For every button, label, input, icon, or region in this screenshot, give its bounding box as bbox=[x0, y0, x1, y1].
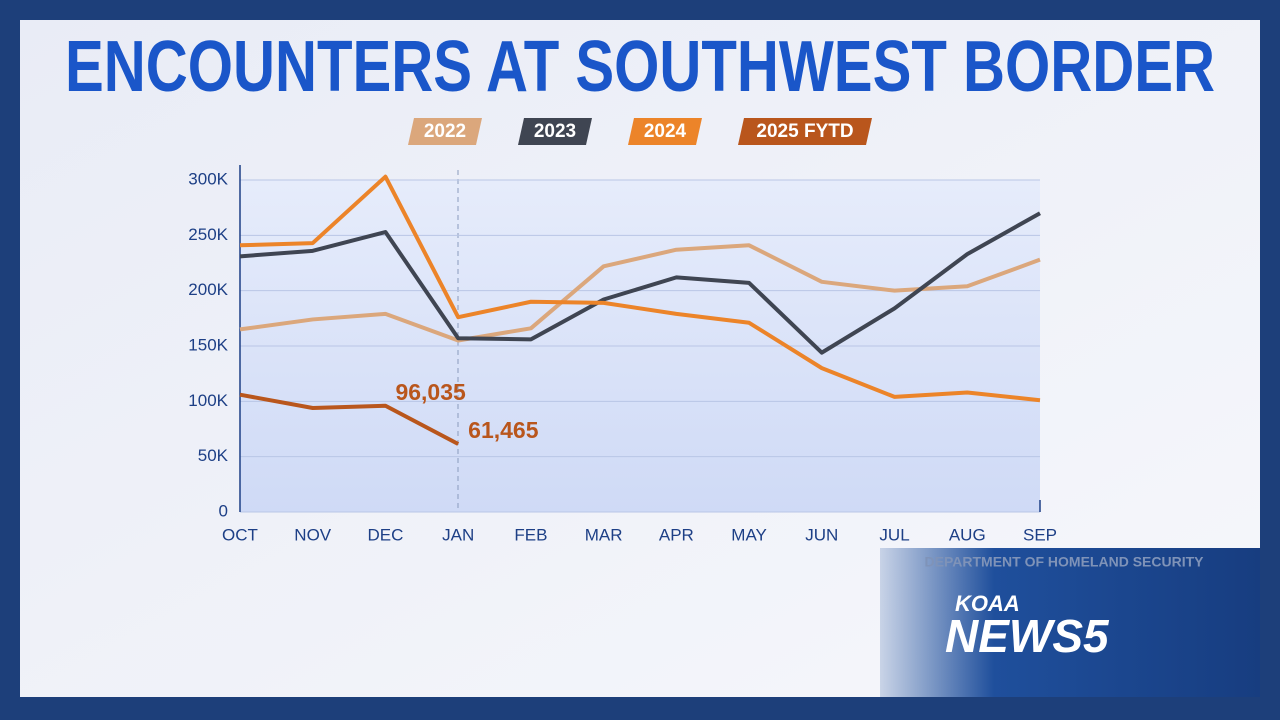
x-tick-label: APR bbox=[659, 525, 694, 544]
x-tick-label: DEC bbox=[368, 525, 404, 544]
series-line bbox=[239, 392, 460, 446]
x-tick-label: MAR bbox=[585, 525, 623, 544]
x-tick-label: JAN bbox=[442, 525, 474, 544]
legend-label: 2024 bbox=[644, 121, 687, 142]
series-line bbox=[239, 243, 1041, 343]
x-tick-label: MAY bbox=[731, 525, 767, 544]
y-tick-label: 50K bbox=[198, 446, 229, 465]
legend-label: 2022 bbox=[424, 121, 466, 142]
x-tick-label: JUN bbox=[805, 525, 838, 544]
chart-title: ENCOUNTERS AT SOUTHWEST BORDER bbox=[65, 27, 1215, 107]
legend-label: 2025 FYTD bbox=[756, 121, 853, 142]
x-tick-label: OCT bbox=[222, 525, 258, 544]
legend-swatch bbox=[738, 118, 872, 145]
x-tick-label: JUL bbox=[879, 525, 909, 544]
x-tick-label: FEB bbox=[514, 525, 547, 544]
x-tick-label: SEP bbox=[1023, 525, 1057, 544]
series-line bbox=[239, 211, 1041, 355]
y-tick-label: 0 bbox=[219, 501, 228, 520]
y-tick-label: 250K bbox=[188, 225, 228, 244]
legend-swatch bbox=[628, 118, 702, 145]
series-line bbox=[239, 174, 1041, 403]
legend-swatch bbox=[518, 118, 592, 145]
x-tick-label: AUG bbox=[949, 525, 986, 544]
y-tick-label: 200K bbox=[188, 280, 228, 299]
station: KOAA bbox=[955, 591, 1020, 616]
value-label: 61,465 bbox=[468, 417, 539, 443]
logo-box bbox=[880, 548, 1260, 697]
y-tick-label: 100K bbox=[188, 391, 228, 410]
value-label: 96,035 bbox=[395, 379, 466, 405]
source: DEPARTMENT OF HOMELAND SECURITY bbox=[925, 554, 1205, 570]
legend-swatch bbox=[408, 118, 482, 145]
x-tick-label: NOV bbox=[294, 525, 332, 544]
station-name: NEWS5 bbox=[945, 610, 1110, 662]
y-tick-label: 300K bbox=[188, 169, 228, 188]
y-tick-label: 150K bbox=[188, 335, 228, 354]
legend-label: 2023 bbox=[534, 121, 576, 142]
